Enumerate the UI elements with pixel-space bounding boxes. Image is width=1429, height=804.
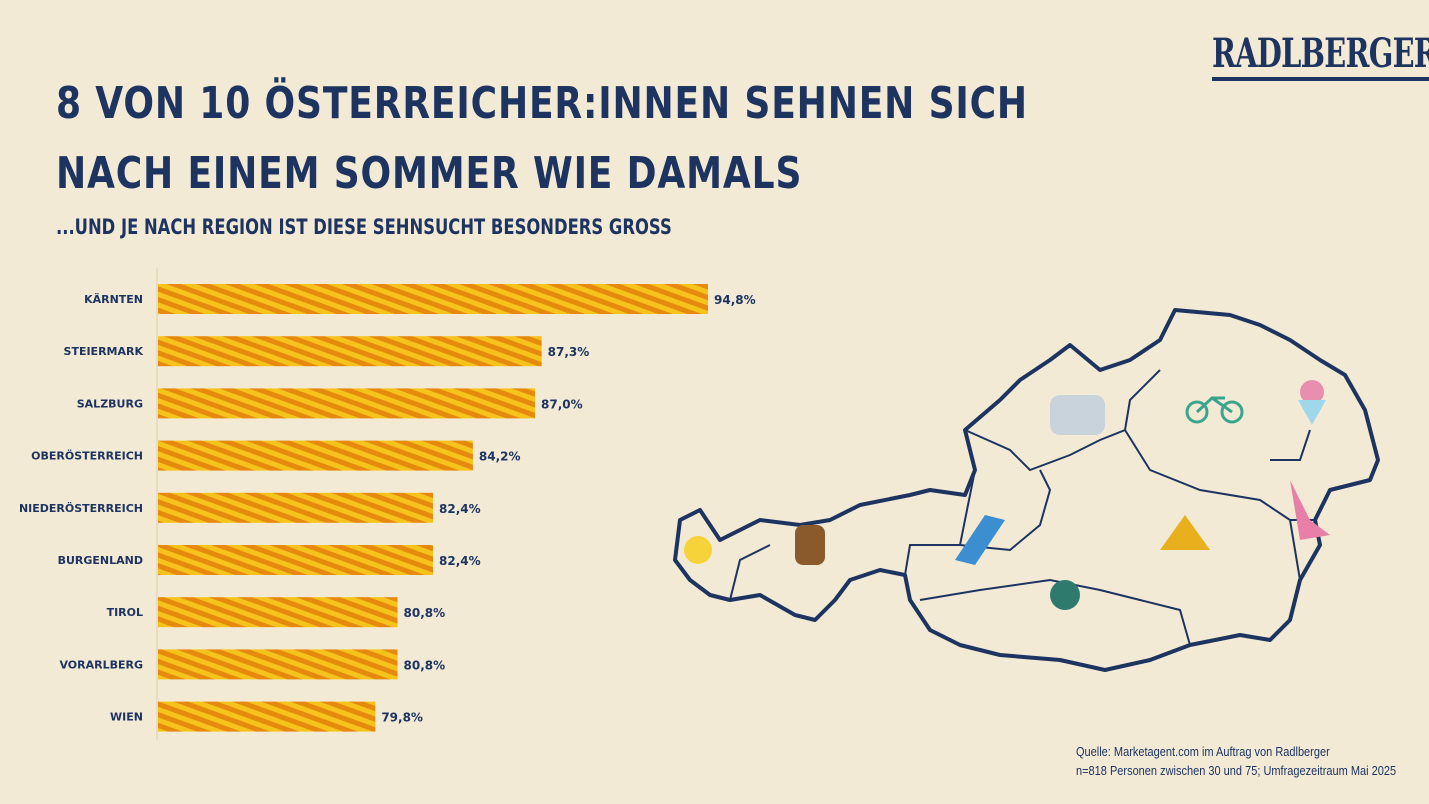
source-line-1: Quelle: Marketagent.com im Auftrag von R…	[1076, 745, 1330, 759]
category-label: OBERÖSTERREICH	[31, 449, 143, 463]
value-label: 94,8%	[714, 293, 756, 307]
category-label: STEIERMARK	[64, 345, 144, 358]
bar	[158, 284, 708, 314]
table-tennis-icon	[1050, 580, 1080, 610]
bar	[158, 597, 398, 628]
region-borders	[729, 369, 1315, 646]
backpack-icon	[795, 525, 825, 565]
bathtub-icon	[1050, 395, 1105, 435]
subtitle: ...UND JE NACH REGION IST DIESE SEHNSUCH…	[56, 215, 672, 239]
source-note: Quelle: Marketagent.com im Auftrag von R…	[1076, 743, 1396, 781]
bar	[158, 701, 376, 732]
bar	[158, 388, 536, 419]
category-label: VORARLBERG	[59, 658, 143, 671]
source-line-2: n=818 Personen zwischen 30 und 75; Umfra…	[1076, 764, 1397, 778]
bar	[158, 492, 433, 523]
category-label: KÄRNTEN	[84, 292, 143, 306]
category-label: WIEN	[110, 711, 143, 724]
value-label: 80,8%	[404, 606, 446, 620]
radlberger-logo: RADLBERGER	[1212, 30, 1429, 81]
ice-cream-icon	[1298, 380, 1326, 425]
bicycle-icon	[1185, 396, 1244, 424]
bar	[158, 545, 433, 575]
value-label: 82,4%	[439, 554, 481, 568]
value-label: 82,4%	[439, 502, 481, 516]
deck-chair-icon	[955, 515, 1005, 565]
austria-map	[673, 308, 1380, 672]
bar	[158, 649, 398, 680]
value-label: 87,0%	[541, 397, 583, 411]
rubber-duck-icon	[684, 536, 712, 564]
bar	[158, 336, 542, 367]
category-label: NIEDERÖSTERREICH	[19, 501, 143, 515]
austria-outline	[673, 308, 1380, 672]
bar	[158, 440, 473, 471]
value-label: 80,8%	[404, 658, 446, 672]
value-label: 84,2%	[479, 450, 521, 464]
bar-chart: KÄRNTEN 94,8% STEIERMARK 87,3% SALZBURG 87,0%…	[19, 268, 756, 740]
value-label: 79,8%	[381, 711, 423, 725]
windsurf-icon	[1290, 480, 1330, 540]
value-label: 87,3%	[548, 345, 590, 359]
category-label: SALZBURG	[77, 397, 143, 410]
title-line-1: 8 VON 10 ÖSTERREICHER:INNEN SEHNEN SICH	[56, 78, 1028, 129]
tent-icon	[1160, 515, 1210, 550]
title-line-2: NACH EINEM SOMMER WIE DAMALS	[56, 148, 803, 199]
category-label: TIROL	[107, 606, 143, 619]
category-label: BURGENLAND	[58, 554, 143, 567]
